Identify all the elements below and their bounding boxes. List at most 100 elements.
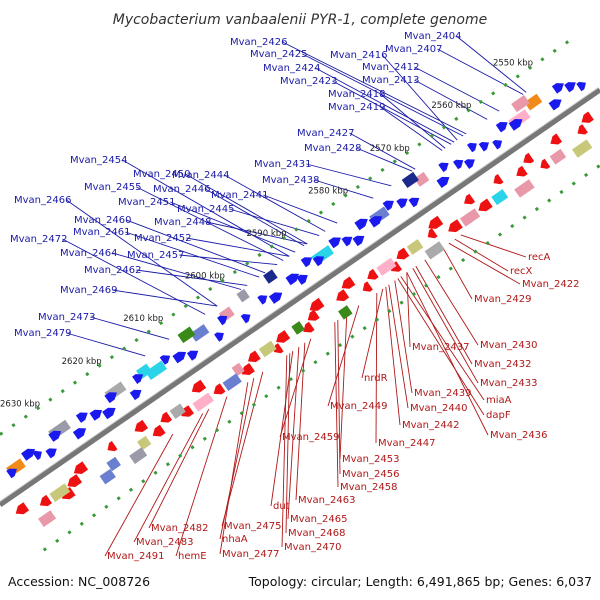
forward-gene-label: Mvan_2418 <box>328 89 385 100</box>
reverse-gene-label: Mvan_2465 <box>290 514 347 525</box>
kbp-label: 2570 kbp <box>370 144 410 154</box>
reverse-leader-line <box>175 396 228 557</box>
reverse-gene-box <box>192 392 214 412</box>
forward-gene-label: Mvan_2457 <box>127 250 184 261</box>
outer-tick <box>257 252 262 258</box>
forward-leader-line <box>263 194 338 224</box>
forward-gene-arrow <box>564 82 576 93</box>
forward-gene-arrow <box>408 197 420 208</box>
outer-tick <box>552 48 557 53</box>
inner-tick <box>473 249 478 254</box>
reverse-leader-line <box>285 353 291 534</box>
forward-gene-label: Mvan_2451 <box>118 197 175 208</box>
reverse-gene-arrow <box>276 330 291 343</box>
forward-gene-arrow <box>548 99 562 111</box>
forward-gene-arrow <box>467 142 477 153</box>
reverse-gene-box <box>169 403 186 420</box>
reverse-leader-line <box>361 288 384 379</box>
reverse-gene-arrow <box>107 441 118 452</box>
reverse-gene-label: miaA <box>486 395 512 406</box>
reverse-gene-label: Mvan_2430 <box>480 340 537 351</box>
forward-leader-line <box>229 208 320 237</box>
forward-gene-arrow <box>129 389 142 401</box>
outer-tick <box>564 40 570 45</box>
reverse-gene-label: Mvan_2432 <box>474 359 531 370</box>
forward-gene-box <box>263 269 278 284</box>
forward-gene-arrow <box>217 315 228 326</box>
forward-gene-arrow <box>45 448 57 459</box>
forward-gene-label: Mvan_2419 <box>328 102 385 113</box>
reverse-gene-box <box>231 362 245 377</box>
forward-leader-line <box>185 173 308 245</box>
outer-tick <box>331 201 336 207</box>
reverse-gene-label: Mvan_2482 <box>151 523 208 534</box>
reverse-leader-line <box>104 433 174 557</box>
inner-tick <box>42 547 47 552</box>
forward-leader-line <box>456 35 527 93</box>
forward-gene-label: Mvan_2450 <box>133 169 190 180</box>
reverse-gene-box <box>338 305 353 320</box>
forward-gene-label: Mvan_2455 <box>84 182 141 193</box>
kbp-label: 2580 kbp <box>308 186 348 196</box>
inner-tick <box>436 274 441 280</box>
outer-tick <box>368 176 373 181</box>
outer-tick <box>232 269 237 275</box>
forward-leader-line <box>112 289 218 307</box>
reverse-leader-line <box>219 378 255 540</box>
reverse-gene-box <box>514 179 535 198</box>
reverse-gene-arrow <box>396 247 410 260</box>
outer-tick <box>109 355 114 360</box>
reverse-gene-arrow <box>464 193 476 205</box>
reverse-leader-line <box>375 292 378 444</box>
reverse-leader-line <box>281 355 288 548</box>
forward-leader-line <box>306 163 392 187</box>
inner-tick <box>165 462 170 467</box>
forward-gene-arrow <box>453 159 464 170</box>
forward-gene-arrow <box>75 412 88 423</box>
reverse-leader-line <box>448 242 521 285</box>
inner-tick <box>264 394 269 399</box>
forward-gene-arrow <box>508 119 523 131</box>
reverse-leader-line <box>133 413 204 543</box>
forward-gene-arrow <box>312 256 325 267</box>
reverse-gene-label: Mvan_2422 <box>522 279 579 290</box>
inner-tick <box>325 351 330 356</box>
outer-tick <box>171 312 176 317</box>
forward-gene-label: Mvan_2448 <box>154 217 211 228</box>
forward-gene-box <box>511 95 530 113</box>
inner-tick <box>399 300 404 305</box>
inner-tick <box>522 215 527 220</box>
reverse-gene-box <box>291 321 305 335</box>
forward-gene-arrow <box>354 218 368 231</box>
inner-tick <box>497 232 503 237</box>
forward-leader-line <box>66 199 218 307</box>
reverse-gene-label: Mvan_2458 <box>340 482 397 493</box>
forward-leader-line <box>62 238 206 315</box>
forward-gene-box <box>177 326 196 344</box>
inner-tick <box>387 309 392 314</box>
outer-tick <box>429 133 434 138</box>
reverse-gene-box <box>222 373 242 391</box>
inner-tick <box>510 223 515 229</box>
reverse-gene-box <box>549 148 567 165</box>
reverse-gene-arrow <box>577 124 588 135</box>
reverse-gene-arrow <box>516 165 528 177</box>
reverse-leader-line <box>334 322 339 488</box>
forward-leader-line <box>112 252 242 290</box>
forward-gene-arrow <box>382 200 394 211</box>
outer-tick <box>220 278 225 283</box>
outer-tick <box>294 227 299 232</box>
inner-tick <box>596 164 600 169</box>
accession-text: Accession: NC_008726 <box>8 574 150 589</box>
outer-tick <box>146 329 151 334</box>
forward-gene-label: Mvan_2445 <box>177 204 234 215</box>
inner-tick <box>559 189 564 195</box>
forward-gene-box <box>524 93 543 111</box>
forward-gene-label: Mvan_2431 <box>254 159 311 170</box>
reverse-leader-line <box>385 286 401 426</box>
forward-gene-label: Mvan_2469 <box>60 285 117 296</box>
outer-tick <box>528 65 533 70</box>
inner-tick <box>190 445 195 450</box>
forward-gene-box <box>236 288 250 303</box>
